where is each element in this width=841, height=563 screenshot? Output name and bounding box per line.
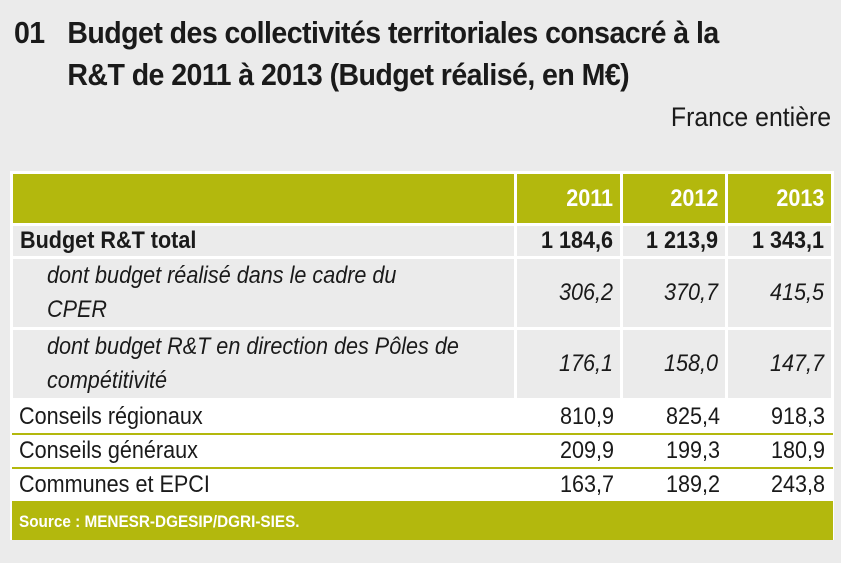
source-row: Source : MENESR-DGESIP/DGRI-SIES. bbox=[11, 501, 833, 540]
cell-2011: 176,1 bbox=[514, 327, 623, 401]
header-2012: 2012 bbox=[619, 171, 729, 226]
cell-2012: 199,3 bbox=[621, 433, 727, 468]
row-label: dont budget R&T en direction des Pôles d… bbox=[10, 327, 517, 401]
row-label: Budget R&T total bbox=[10, 223, 517, 259]
table-title: 01 Budget des collectivités territoriales… bbox=[14, 12, 780, 96]
header-2011: 2011 bbox=[514, 171, 623, 226]
cell-2013: 918,3 bbox=[726, 398, 833, 434]
header-row: 2011 2012 2013 bbox=[10, 171, 834, 226]
header-label-cell bbox=[10, 171, 517, 226]
header-2013: 2013 bbox=[725, 171, 834, 226]
source-note: Source : MENESR-DGESIP/DGRI-SIES. bbox=[11, 501, 833, 540]
cell-2012: 825,4 bbox=[621, 398, 727, 434]
table-row-communes: Communes et EPCI 163,7 189,2 243,8 bbox=[11, 467, 833, 502]
cell-2013: 180,9 bbox=[726, 433, 833, 468]
row-label: Conseils régionaux bbox=[11, 398, 516, 434]
table-row-total: Budget R&T total 1 184,6 1 213,9 1 343,1 bbox=[10, 223, 834, 259]
cell-2012: 370,7 bbox=[619, 256, 729, 330]
cell-2012: 158,0 bbox=[619, 327, 729, 401]
cell-2011: 810,9 bbox=[515, 398, 622, 434]
cell-2011: 209,9 bbox=[515, 433, 622, 468]
title-line-1: 01 Budget des collectivités territoriales… bbox=[14, 12, 719, 54]
table-row-regionaux: Conseils régionaux 810,9 825,4 918,3 bbox=[11, 398, 833, 434]
row-label: Communes et EPCI bbox=[11, 467, 516, 502]
table-row-cper: dont budget réalisé dans le cadre du CPE… bbox=[10, 256, 834, 330]
table-row-generaux: Conseils généraux 209,9 199,3 180,9 bbox=[11, 433, 833, 468]
title-number: 01 bbox=[14, 15, 45, 50]
cell-2011: 306,2 bbox=[514, 256, 623, 330]
title-line-2: R&T de 2011 à 2013 (Budget réalisé, en M… bbox=[67, 57, 630, 92]
cell-2011: 163,7 bbox=[515, 467, 622, 502]
cell-2013: 147,7 bbox=[725, 327, 834, 401]
cell-2013: 1 343,1 bbox=[725, 223, 834, 259]
cell-2013: 415,5 bbox=[725, 256, 834, 330]
cell-2012: 189,2 bbox=[621, 467, 727, 502]
row-label: dont budget réalisé dans le cadre du CPE… bbox=[10, 256, 517, 330]
table-row-poles: dont budget R&T en direction des Pôles d… bbox=[10, 327, 834, 401]
cell-2013: 243,8 bbox=[726, 467, 833, 502]
row-label: Conseils généraux bbox=[11, 433, 516, 468]
budget-table: 2011 2012 2013 Budget R&T total 1 184,6 … bbox=[10, 171, 834, 540]
cell-2011: 1 184,6 bbox=[514, 223, 623, 259]
title-text-1: Budget des collectivités territoriales c… bbox=[67, 15, 719, 50]
cell-2012: 1 213,9 bbox=[619, 223, 729, 259]
geographic-scope: France entière bbox=[670, 102, 831, 132]
